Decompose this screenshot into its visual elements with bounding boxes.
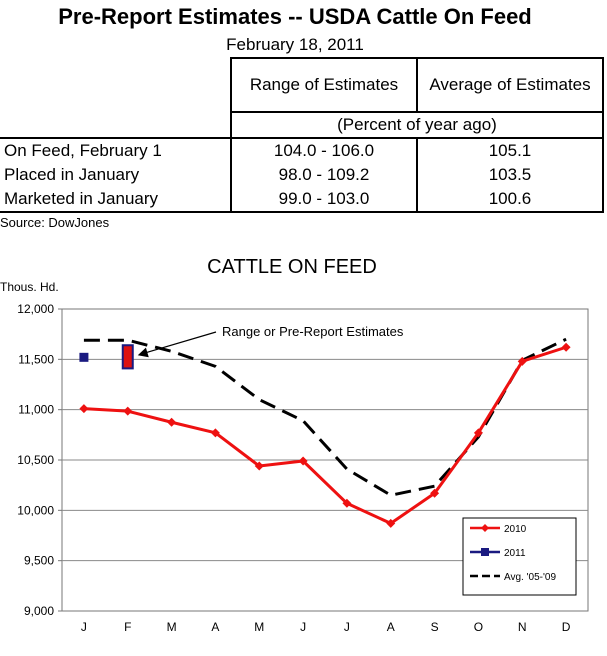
report-title: Pre-Report Estimates -- USDA Cattle On F… — [58, 4, 532, 29]
data-point — [298, 456, 308, 466]
row-range: 98.0 - 109.2 — [230, 163, 418, 187]
series-line — [83, 345, 567, 525]
row-average: 100.6 — [417, 187, 604, 213]
data-point — [123, 406, 133, 416]
x-tick-label: N — [518, 620, 527, 634]
column-header-average: Average of Estimates — [417, 57, 604, 113]
series-1 — [79, 352, 89, 362]
data-point — [79, 352, 89, 362]
cattle-on-feed-chart: CATTLE ON FEED Thous. Hd. 9,000 9,500 10,0… — [0, 256, 589, 634]
table-header-row: Range of Estimates Average of Estimates — [0, 57, 604, 113]
y-tick-label: 9,000 — [24, 604, 54, 618]
data-point — [561, 342, 571, 352]
legend-label: Avg. '05-'09 — [504, 572, 556, 583]
x-tick-label: J — [81, 620, 87, 634]
x-tick-label: S — [431, 620, 439, 634]
data-point — [430, 488, 440, 498]
x-tick-label: J — [344, 620, 350, 634]
annotation: Range or Pre-Report Estimates — [137, 324, 404, 358]
units-note: (Percent of year ago) — [230, 112, 604, 138]
row-average: 105.1 — [417, 137, 604, 163]
data-point — [517, 356, 527, 366]
series-layer — [79, 337, 571, 528]
y-tick-label: 10,000 — [17, 503, 54, 517]
x-tick-label: F — [124, 620, 131, 634]
x-tick-label: J — [300, 620, 306, 634]
data-point — [167, 417, 177, 427]
source-note: Source: DowJones — [0, 215, 110, 230]
y-tick-label: 11,500 — [18, 352, 54, 366]
annotation-arrow-head — [137, 347, 149, 358]
table-row: Placed in January 98.0 - 109.2 103.5 — [0, 163, 604, 187]
y-tick-label: 10,500 — [17, 453, 54, 467]
row-average: 103.5 — [417, 163, 604, 187]
series-2 — [83, 337, 567, 497]
estimates-table: Range of Estimates Average of Estimates … — [0, 57, 604, 213]
legend: 2010 2011 Avg. '05-'09 — [462, 517, 577, 596]
table-row: Marketed in January 99.0 - 103.0 100.6 — [0, 187, 604, 213]
legend-label: 2010 — [504, 524, 527, 535]
units-row: (Percent of year ago) — [0, 112, 604, 138]
series-line — [83, 337, 567, 497]
chart-title: CATTLE ON FEED — [207, 256, 377, 278]
row-label: On Feed, February 1 — [0, 137, 231, 163]
data-point — [473, 428, 483, 438]
data-point — [210, 428, 220, 438]
x-tick-label: A — [387, 620, 395, 634]
data-point — [342, 498, 352, 508]
row-range: 99.0 - 103.0 — [230, 187, 418, 213]
data-point — [79, 404, 89, 414]
x-tick-label: M — [167, 620, 177, 634]
y-tick-label: 11,000 — [18, 403, 54, 417]
legend-label: 2011 — [504, 548, 526, 559]
data-point — [481, 548, 489, 556]
y-tick-label: 9,500 — [24, 554, 54, 568]
series-0 — [79, 342, 571, 528]
data-point — [254, 461, 264, 471]
x-tick-label: O — [474, 620, 483, 634]
data-point — [481, 524, 489, 532]
estimate-range — [121, 344, 134, 370]
table-corner-cell — [0, 58, 231, 112]
report-date: February 18, 2011 — [226, 35, 364, 54]
data-point — [386, 518, 396, 528]
row-label: Marketed in January — [0, 187, 231, 213]
x-tick-label: A — [211, 620, 219, 634]
column-header-range: Range of Estimates — [230, 57, 418, 113]
y-tick-label: 12,000 — [17, 302, 54, 316]
row-range: 104.0 - 106.0 — [230, 137, 418, 163]
row-label: Placed in January — [4, 165, 140, 184]
x-tick-label: D — [562, 620, 571, 634]
annotation-text: Range or Pre-Report Estimates — [222, 324, 404, 339]
x-tick-label: M — [254, 620, 264, 634]
y-axis-label: Thous. Hd. — [0, 280, 59, 294]
annotation-arrow-line — [143, 331, 217, 354]
legend-box — [462, 517, 577, 596]
estimate-range-bar — [121, 344, 134, 370]
y-axis-ticks: 9,000 9,500 10,000 10,500 11,000 11,500 12,000 — [17, 302, 62, 618]
table-row: On Feed, February 1 104.0 - 106.0 105.1 — [0, 137, 604, 163]
